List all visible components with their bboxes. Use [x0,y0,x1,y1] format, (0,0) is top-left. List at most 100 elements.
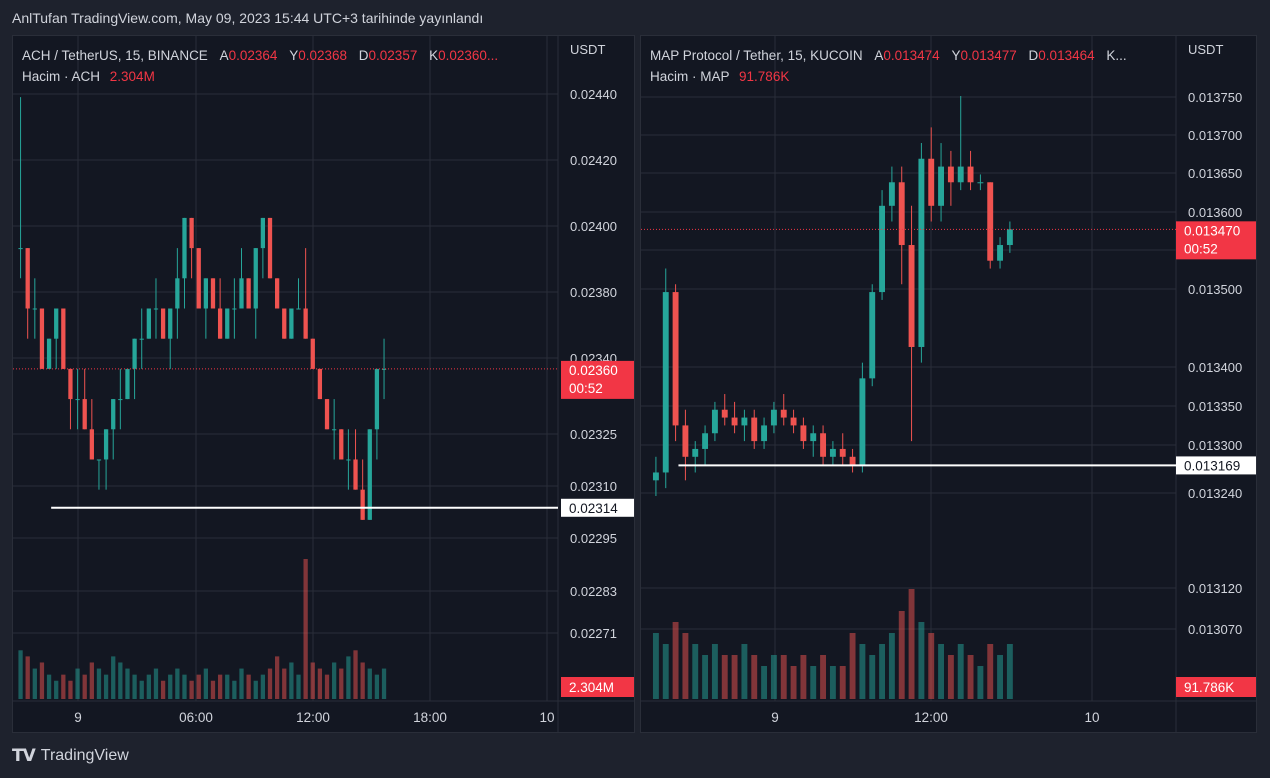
map-open-value: 0.013474 [883,48,940,63]
map-y-tick-label: 0.013650 [1188,166,1242,181]
ach-volume-bar [210,680,216,699]
ach-symbol-title[interactable]: ACH / TetherUS, 15, BINANCE [22,48,208,63]
ach-volume-bar [175,668,180,699]
map-candle-body [751,417,758,442]
ach-volume-bar [46,674,52,699]
map-candle-body [662,292,669,473]
map-volume-bar [888,633,895,699]
ach-support-value: 0.02314 [569,501,618,516]
map-candle-body [761,425,768,442]
ach-candle-body [189,217,194,249]
ach-candle-body [168,308,173,339]
ach-legend: ACH / TetherUS, 15, BINANCE A0.02364 Y0.… [22,45,498,87]
map-candle-body [692,448,699,457]
ach-candle-body [267,217,273,279]
map-candle-body [859,378,866,465]
map-support-value: 0.013169 [1184,458,1240,473]
ach-candle-body [75,399,80,401]
map-candle-body [888,182,895,206]
chart-panel-ach[interactable]: USDT 0.02440 0.02420 0.02400 0.02380 0.02340 0… [12,35,635,733]
map-volume-bar [790,666,797,699]
map-y-tick-label: 0.013600 [1188,205,1242,220]
ach-volume-tag-value: 2.304M [569,680,614,695]
ach-candle-body [282,308,287,339]
ach-y-tick-label: 0.02400 [570,219,617,234]
map-volume-bar [1006,644,1013,699]
map-candle-body [849,456,856,465]
ach-candle-body [132,338,137,369]
map-chart-canvas[interactable]: USDT 0.013750 0.013700 0.013650 0.013600 0.01… [641,36,1257,733]
ach-candle-body [232,308,237,310]
ach-candle-body [32,308,37,310]
map-volume-bar [662,644,669,699]
ach-open-value: 0.02364 [228,48,278,63]
ach-candle-body [317,368,323,400]
ach-candle-body [82,399,87,430]
ach-volume-bar [153,668,159,699]
ach-volume-tag [561,677,634,697]
map-candle-body [810,433,817,442]
map-volume-bar [702,655,709,699]
map-candle-body [977,182,984,184]
map-candle-body [672,292,679,426]
publish-header: AnlTufan TradingView.com, May 09, 2023 1… [12,10,484,26]
ach-volume-bar [132,674,137,699]
map-volume-bar [859,644,866,699]
map-candle-body [820,433,827,457]
ach-open-label: A [219,48,229,63]
ach-volume-bar [360,662,365,699]
map-volume-bar [879,644,886,699]
ach-candle-body [246,278,251,309]
map-x-tick-label: 10 [1084,710,1099,725]
ach-volume-bar [25,656,30,699]
ach-candle-body [18,248,23,250]
chart-panel-map[interactable]: USDT 0.013750 0.013700 0.013650 0.013600 0.01… [640,35,1257,733]
ach-candle-body [381,368,387,370]
map-high-label: Y [951,48,961,63]
ach-x-tick-label: 06:00 [179,710,213,725]
ach-support-tag [561,498,634,517]
ach-candle-body [96,459,102,461]
ach-volume-bar [310,662,315,699]
ach-volume-bar [103,674,109,699]
ach-countdown: 00:52 [569,381,603,396]
map-volume-bar [849,633,856,699]
ach-volume-bar [139,680,144,699]
ach-candle-body [239,278,244,309]
map-y-tick-label: 0.013400 [1188,360,1242,375]
ach-volume-bar [203,668,209,699]
map-y-tick-label: 0.013070 [1188,622,1242,637]
tradingview-logo-icon: 𝗧𝗩 [12,746,36,765]
ach-volume-label: Hacim · ACH [22,69,101,84]
ach-candle-body [374,368,380,430]
ach-chart-canvas[interactable]: USDT0.024400.024200.024000.023800.023400… [13,36,635,733]
ach-volume-bar [296,674,301,699]
map-candle-body [731,417,738,426]
map-close-label: K... [1106,48,1127,63]
footer-brand-text: TradingView [40,747,129,764]
map-candle-body [869,292,876,379]
ach-candle-body [360,489,365,520]
map-volume-bar [918,622,925,699]
ach-volume-bar [82,674,87,699]
ach-currency-label: USDT [570,42,605,57]
map-volume-bar [672,622,679,699]
map-volume-bar [938,644,945,699]
map-volume-bar [829,666,836,699]
map-candle-body [790,417,797,426]
ach-x-tick-label: 18:00 [413,710,447,725]
ach-candle-body [203,278,209,309]
ach-volume-bar [332,662,337,699]
ach-y-tick-label: 0.02271 [570,626,617,641]
map-support-tag [1176,456,1256,475]
ach-x-tick-label: 10 [539,710,554,725]
ach-volume-bar [118,662,123,699]
map-volume-bar [741,644,748,699]
ach-volume-bar [381,668,387,699]
map-volume-bar [957,644,964,699]
ach-volume-bar [289,662,294,699]
map-low-value: 0.013464 [1038,48,1095,63]
ach-volume-bar [196,674,201,699]
map-last-price-tag [1176,221,1256,260]
map-symbol-title[interactable]: MAP Protocol / Tether, 15, KUCOIN [650,48,863,63]
